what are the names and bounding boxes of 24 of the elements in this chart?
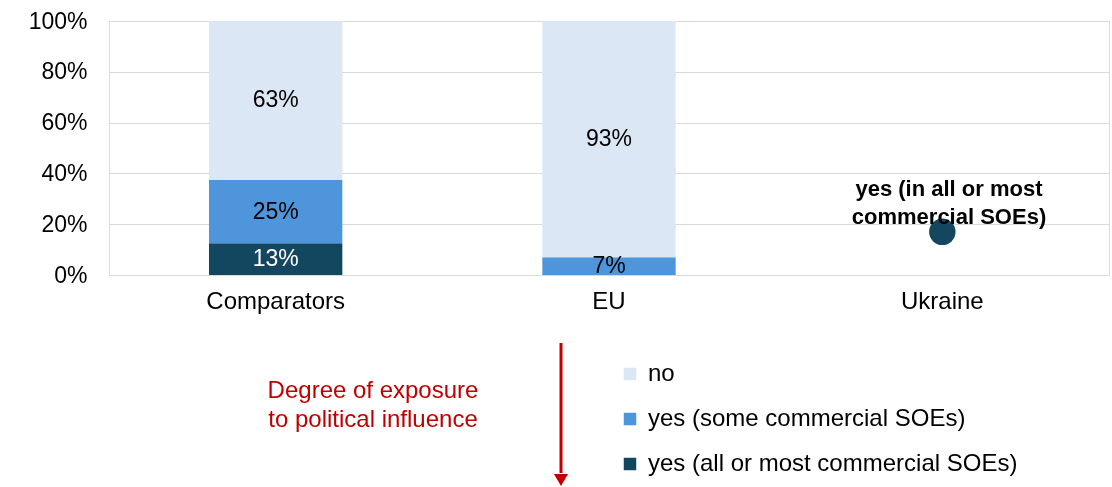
y-tick-label: 0% — [54, 261, 88, 288]
y-tick-label: 20% — [41, 210, 88, 237]
data-label: 63% — [252, 86, 299, 113]
legend-label: yes (some commercial SOEs) — [648, 404, 966, 431]
legend-label: yes (all or most commercial SOEs) — [648, 449, 1018, 476]
y-tick-label: 100% — [28, 7, 88, 34]
data-label: 7% — [592, 252, 626, 279]
bar — [542, 257, 676, 275]
data-label: 25% — [252, 197, 299, 224]
y-tick-label: 40% — [41, 159, 88, 186]
annotation: yes (in all or most commercial SOEs) — [851, 176, 1047, 229]
bar — [209, 21, 343, 180]
y-tick-label: 60% — [41, 109, 88, 136]
legend-label: no — [648, 359, 675, 386]
bar — [209, 243, 343, 275]
x-tick-label: EU — [592, 286, 626, 314]
data-label: 93% — [585, 125, 633, 152]
x-tick-label: Comparators — [206, 286, 346, 314]
bar — [542, 21, 676, 258]
y-tick-label: 80% — [41, 58, 88, 85]
text: Degree of exposure to political influence — [267, 376, 479, 432]
data-label: 13% — [252, 245, 299, 272]
x-tick-label: Ukraine — [900, 286, 984, 314]
bar — [209, 179, 343, 244]
